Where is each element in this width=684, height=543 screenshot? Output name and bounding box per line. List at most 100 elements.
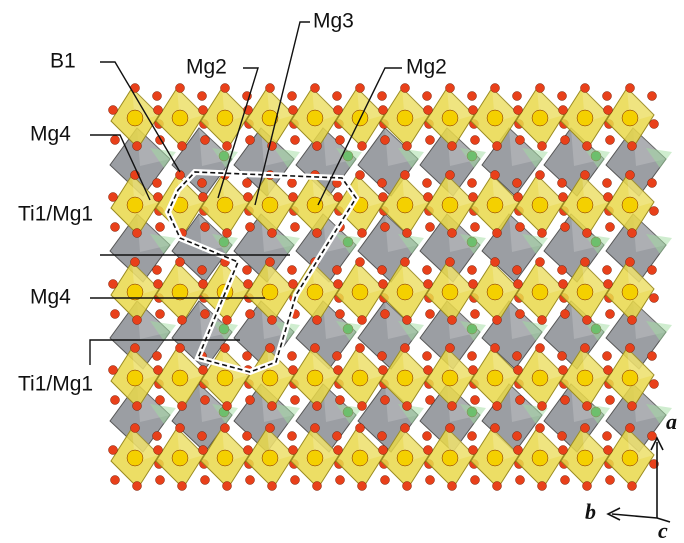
oxygen-atom — [133, 316, 142, 325]
mg-atom — [352, 284, 368, 300]
oxygen-atom — [243, 179, 252, 188]
oxygen-atom — [379, 446, 388, 455]
oxygen-atom — [628, 229, 637, 238]
oxygen-atom — [606, 310, 615, 319]
mg-atom — [262, 197, 278, 213]
oxygen-atom — [448, 402, 457, 411]
oxygen-atom — [516, 310, 525, 319]
oxygen-atom — [111, 476, 120, 485]
oxygen-atom — [131, 344, 140, 353]
oxygen-atom — [426, 310, 435, 319]
oxygen-atom — [381, 223, 390, 232]
mg-atom — [622, 450, 638, 466]
oxygen-atom — [266, 84, 275, 93]
oxygen-atom — [378, 179, 387, 188]
oxygen-atom — [154, 446, 163, 455]
mg-atom — [442, 284, 458, 300]
oxygen-atom — [493, 482, 502, 491]
oxygen-atom — [199, 193, 208, 202]
oxygen-atom — [291, 223, 300, 232]
oxygen-atom — [244, 280, 253, 289]
oxygen-atom — [221, 424, 230, 433]
oxygen-atom — [650, 207, 659, 216]
oxygen-atom — [336, 476, 345, 485]
oxygen-atom — [469, 446, 478, 455]
oxygen-atom — [333, 352, 342, 361]
oxygen-atom — [334, 193, 343, 202]
oxygen-atom — [266, 258, 275, 267]
oxygen-atom — [223, 316, 232, 325]
oxygen-atom — [176, 258, 185, 267]
oxygen-atom — [334, 446, 343, 455]
oxygen-atom — [604, 366, 613, 375]
oxygen-atom — [513, 92, 522, 101]
oxygen-atom — [603, 432, 612, 441]
oxygen-atom — [514, 280, 523, 289]
oxygen-atom — [559, 193, 568, 202]
oxygen-atom — [201, 476, 210, 485]
oxygen-atom — [109, 280, 118, 289]
oxygen-atom — [626, 84, 635, 93]
oxygen-atom — [604, 280, 613, 289]
oxygen-atom — [401, 344, 410, 353]
oxygen-atom — [289, 280, 298, 289]
oxygen-atom — [289, 106, 298, 115]
oxygen-atom — [536, 84, 545, 93]
mg-atom — [577, 197, 593, 213]
atom-label: Mg2 — [406, 56, 447, 79]
oxygen-atom — [131, 424, 140, 433]
oxygen-atom — [111, 310, 120, 319]
oxygen-atom — [291, 136, 300, 145]
oxygen-atom — [559, 366, 568, 375]
oxygen-atom — [244, 446, 253, 455]
oxygen-atom — [581, 84, 590, 93]
oxygen-atom — [606, 223, 615, 232]
oxygen-atom — [381, 476, 390, 485]
oxygen-atom — [628, 142, 637, 151]
mg-atom — [307, 370, 323, 386]
atom-label: Mg4 — [30, 286, 71, 309]
oxygen-atom — [201, 396, 210, 405]
oxygen-atom — [423, 352, 432, 361]
oxygen-atom — [336, 396, 345, 405]
oxygen-atom — [133, 482, 142, 491]
oxygen-atom — [648, 266, 657, 275]
mg-atom — [127, 370, 143, 386]
oxygen-atom — [358, 402, 367, 411]
oxygen-atom — [628, 482, 637, 491]
oxygen-atom — [311, 344, 320, 353]
oxygen-atom — [313, 142, 322, 151]
oxygen-atom — [424, 446, 433, 455]
oxygen-atom — [178, 316, 187, 325]
axis-label: a — [666, 409, 677, 434]
oxygen-atom — [198, 179, 207, 188]
oxygen-atom — [536, 171, 545, 180]
oxygen-atom — [493, 316, 502, 325]
mg-atom — [397, 450, 413, 466]
oxygen-atom — [513, 179, 522, 188]
oxygen-atom — [446, 258, 455, 267]
oxygen-atom — [448, 142, 457, 151]
oxygen-atom — [198, 432, 207, 441]
oxygen-atom — [201, 223, 210, 232]
oxygen-atom — [648, 352, 657, 361]
oxygen-atom — [153, 352, 162, 361]
oxygen-atom — [536, 258, 545, 267]
oxygen-atom — [288, 432, 297, 441]
oxygen-atom — [378, 352, 387, 361]
oxygen-atom — [471, 310, 480, 319]
oxygen-atom — [650, 380, 659, 389]
mg-atom — [397, 197, 413, 213]
oxygen-atom — [538, 229, 547, 238]
oxygen-atom — [333, 92, 342, 101]
figure: B1 Mg2 Mg3 Mg2 Mg4 Ti1/Mg1 Mg4 Ti1/Mg1 a… — [0, 0, 684, 543]
oxygen-atom — [603, 92, 612, 101]
oxygen-atom — [628, 316, 637, 325]
mg-atom — [397, 284, 413, 300]
mg-atom — [127, 197, 143, 213]
oxygen-atom — [424, 106, 433, 115]
oxygen-atom — [558, 179, 567, 188]
oxygen-atom — [403, 482, 412, 491]
mg-atom — [532, 450, 548, 466]
mg-atom — [307, 450, 323, 466]
